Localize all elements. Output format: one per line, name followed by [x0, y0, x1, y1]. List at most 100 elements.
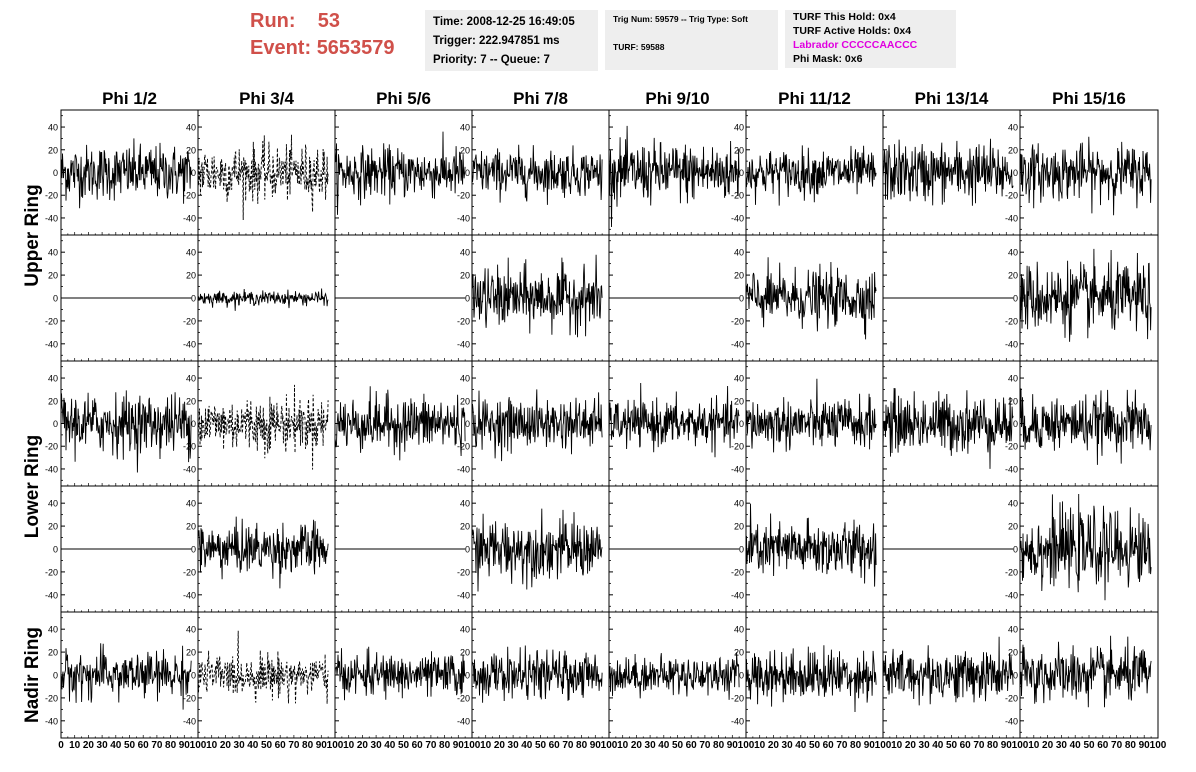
y-tick-label: -40 [457, 213, 470, 223]
y-tick-label: -40 [45, 716, 58, 726]
y-tick-label: -40 [45, 464, 58, 474]
x-tick-label: 20 [83, 740, 95, 751]
y-tick-label: 20 [186, 271, 196, 281]
y-tick-label: 20 [48, 396, 58, 406]
x-tick-label: 20 [631, 740, 643, 751]
x-tick-label: 40 [658, 740, 670, 751]
waveform-trace [1019, 635, 1152, 708]
waveform-trace [60, 390, 192, 473]
x-tick-label: 10 [891, 740, 903, 751]
y-tick-label: 20 [460, 522, 470, 532]
waveform-trace [60, 643, 192, 710]
y-tick-label: 40 [734, 374, 744, 384]
trigger-info-box: Trig Num: 59579 -- Trig Type: Soft TURF:… [605, 10, 778, 70]
y-tick-label: -20 [457, 191, 470, 201]
waveform-trace [471, 144, 603, 205]
x-tick-label: 80 [576, 740, 588, 751]
y-tick-label: 0 [53, 168, 58, 178]
y-tick-label: 0 [191, 419, 196, 429]
x-tick-label: 10 [617, 740, 629, 751]
waveform-trace [197, 516, 329, 589]
y-tick-label: 40 [186, 625, 196, 635]
x-tick-label: 70 [151, 740, 163, 751]
y-tick-label: 20 [734, 648, 744, 658]
x-tick-label: 80 [302, 740, 314, 751]
column-title: Phi 3/4 [239, 89, 294, 108]
event-row: Event: 5653579 [250, 35, 420, 62]
y-tick-label: 40 [48, 625, 58, 635]
y-tick-label: 0 [465, 168, 470, 178]
y-tick-label: -40 [45, 339, 58, 349]
x-tick-label: 10 [69, 740, 81, 751]
turf-info-box: TURF This Hold: 0x4 TURF Active Holds: 0… [785, 10, 956, 68]
x-tick-label: 20 [494, 740, 506, 751]
y-tick-label: 0 [465, 671, 470, 681]
y-tick-label: 0 [53, 671, 58, 681]
x-tick-label: 90 [453, 740, 465, 751]
y-tick-label: 0 [739, 545, 744, 555]
x-tick-label: 20 [905, 740, 917, 751]
x-tick-label: 100 [1012, 740, 1029, 751]
column-title: Phi 5/6 [376, 89, 431, 108]
x-tick-label: 90 [727, 740, 739, 751]
turf-active-holds-text: TURF Active Holds: 0x4 [793, 25, 912, 37]
x-tick-label: 10 [343, 740, 355, 751]
y-tick-label: 40 [460, 499, 470, 509]
event-label: Event: [250, 37, 312, 59]
y-tick-label: -40 [183, 464, 196, 474]
waveform-trace [608, 125, 740, 228]
x-tick-label: 60 [960, 740, 972, 751]
y-tick-label: -40 [1005, 464, 1018, 474]
y-tick-label: 40 [460, 248, 470, 258]
waveform-trace [745, 645, 877, 713]
time-info-box: Time: 2008-12-25 16:49:05 Trigger: 222.9… [425, 10, 598, 71]
x-tick-label: 30 [234, 740, 246, 751]
y-tick-label: -40 [457, 716, 470, 726]
y-tick-label: -40 [183, 716, 196, 726]
y-tick-label: 0 [1013, 168, 1018, 178]
waveform-trace [197, 288, 329, 311]
x-tick-label: 30 [919, 740, 931, 751]
priority-text: Priority: 7 -- Queue: 7 [433, 54, 550, 66]
x-tick-label: 100 [190, 740, 207, 751]
x-tick-label: 50 [809, 740, 821, 751]
x-tick-label: 50 [398, 740, 410, 751]
waveform-trace [745, 257, 877, 340]
y-tick-label: 0 [465, 545, 470, 555]
y-tick-label: 40 [734, 625, 744, 635]
x-tick-label: 60 [275, 740, 287, 751]
y-tick-label: 20 [186, 648, 196, 658]
x-tick-label: 60 [1097, 740, 1109, 751]
x-tick-label: 30 [97, 740, 109, 751]
x-tick-label: 100 [327, 740, 344, 751]
y-tick-label: 40 [734, 123, 744, 133]
y-tick-label: 0 [739, 419, 744, 429]
y-tick-label: 40 [186, 248, 196, 258]
row-group-label: Nadir Ring [22, 627, 43, 723]
waveform-trace [471, 508, 603, 592]
x-tick-label: 100 [738, 740, 755, 751]
y-tick-label: 20 [460, 145, 470, 155]
labrador-text: Labrador CCCCCAACCC [793, 39, 918, 51]
waveform-trace [334, 131, 466, 215]
y-tick-label: -20 [183, 191, 196, 201]
x-tick-label: 80 [850, 740, 862, 751]
run-value: 53 [317, 10, 341, 32]
y-tick-label: 0 [191, 671, 196, 681]
waveform-trace [334, 646, 466, 701]
x-tick-label: 70 [699, 740, 711, 751]
x-tick-label: 20 [1042, 740, 1054, 751]
trig-num-text: Trig Num: 59579 -- Trig Type: Soft [613, 14, 748, 24]
y-tick-label: 0 [53, 419, 58, 429]
run-row: Run: 53 [250, 8, 420, 35]
x-tick-label: 40 [1070, 740, 1082, 751]
y-tick-label: 40 [460, 625, 470, 635]
waveform-trace [882, 387, 1014, 469]
x-tick-label: 10 [480, 740, 492, 751]
y-tick-label: -40 [45, 590, 58, 600]
event-value: 5653579 [316, 37, 395, 59]
y-tick-label: 40 [1008, 374, 1018, 384]
waveform-trace [745, 503, 877, 587]
y-tick-label: 40 [1008, 248, 1018, 258]
